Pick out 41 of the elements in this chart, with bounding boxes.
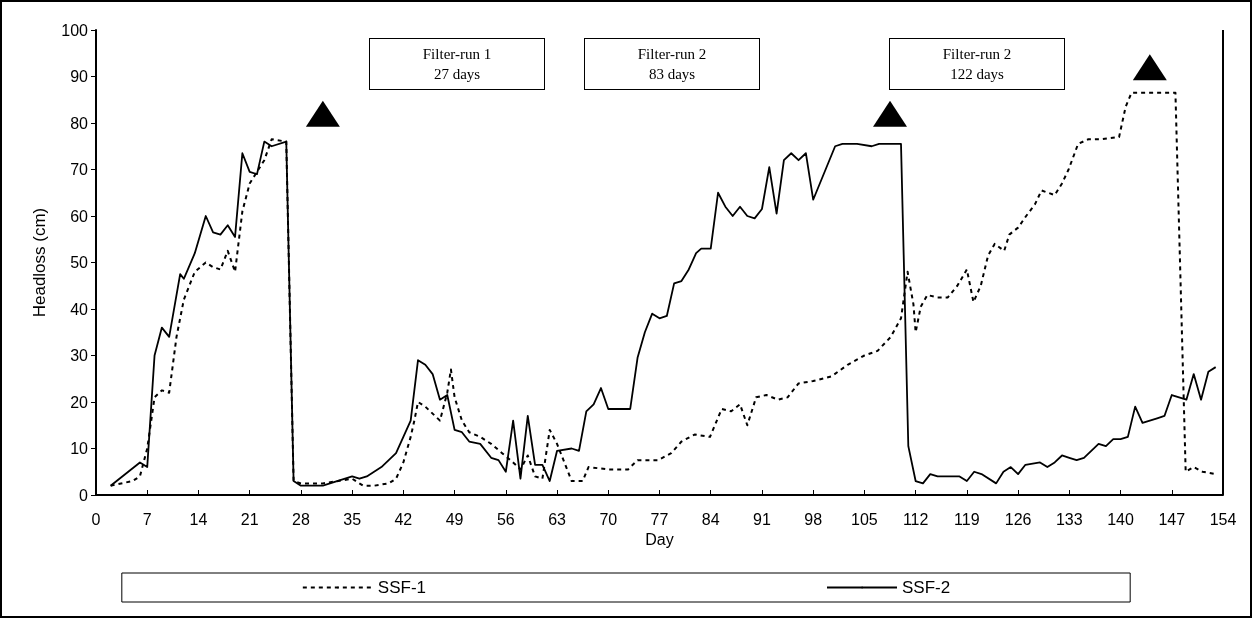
y-tick-label: 60 [70, 207, 89, 225]
y-tick-label: 0 [79, 486, 89, 504]
x-tick-label: 63 [548, 510, 567, 528]
x-tick-label: 98 [804, 510, 823, 528]
y-tick-label: 40 [70, 300, 89, 318]
x-tick-label: 49 [445, 510, 464, 528]
y-tick-label: 100 [61, 21, 89, 39]
x-tick-label: 84 [701, 510, 720, 528]
y-tick-label: 90 [70, 68, 89, 85]
annotation: Filter-run 2 83 days [584, 38, 760, 90]
x-tick-label: 140 [1107, 510, 1134, 528]
annotation: Filter-run 2 122 days [889, 38, 1065, 90]
x-tick-label: 105 [851, 510, 878, 528]
x-tick-label: 112 [902, 510, 929, 528]
x-tick-label: 0 [91, 510, 101, 528]
x-tick-label: 21 [240, 510, 259, 528]
x-tick-label: 56 [496, 510, 515, 528]
y-tick-label: 70 [70, 161, 89, 178]
x-tick-label: 154 [1209, 510, 1237, 528]
y-tick-label: 20 [70, 393, 89, 411]
x-tick-label: 133 [1055, 510, 1083, 528]
y-tick-label: 30 [70, 347, 89, 364]
annotation: Filter-run 1 27 days [369, 38, 545, 90]
x-tick-label: 126 [1004, 510, 1032, 528]
x-axis-title: Day [645, 531, 674, 549]
y-axis-title: Headloss (cm) [30, 207, 49, 318]
x-tick-label: 70 [599, 510, 618, 528]
y-tick-label: 10 [70, 440, 89, 457]
x-tick-label: 77 [650, 510, 669, 528]
x-tick-label: 35 [343, 510, 362, 528]
x-tick-label: 42 [394, 510, 413, 528]
x-tick-label: 119 [954, 510, 980, 528]
y-tick-label: 50 [70, 254, 89, 271]
legend-label: SSF-1 [377, 578, 427, 597]
x-tick-label: 147 [1158, 510, 1186, 528]
legend-label: SSF-2 [902, 578, 951, 597]
x-tick-label: 91 [753, 510, 771, 528]
y-tick-label: 80 [70, 114, 89, 132]
x-tick-label: 7 [142, 510, 152, 528]
x-tick-label: 28 [292, 510, 310, 528]
x-tick-label: 14 [189, 510, 208, 528]
